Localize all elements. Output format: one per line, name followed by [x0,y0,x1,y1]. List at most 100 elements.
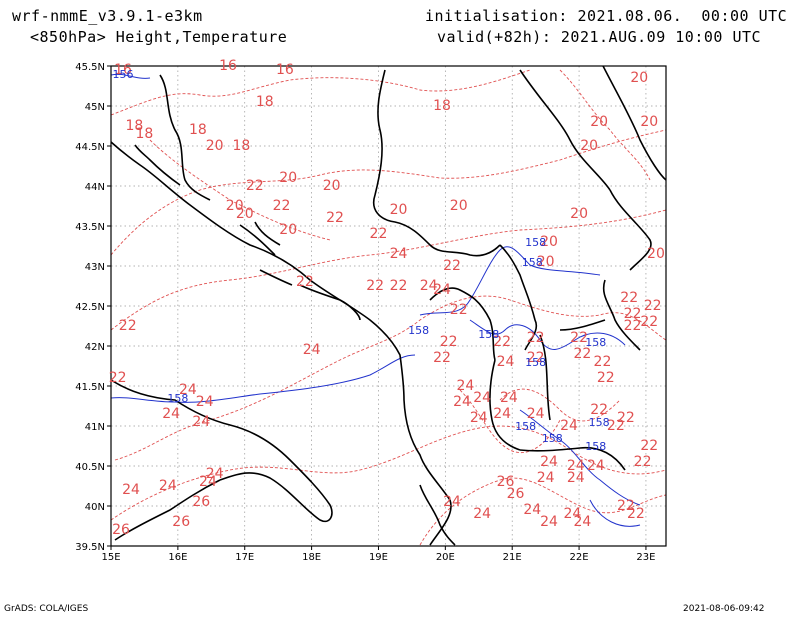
coastlines-borders [111,66,666,546]
temperature-label: 22 [527,350,545,366]
temperature-label: 24 [206,466,224,482]
temperature-label: 22 [493,334,511,350]
init-time: initialisation: 2021.08.06. 00:00 UTC [425,7,788,25]
temperature-label: 22 [273,198,291,214]
lat-tick-label: 42.5N [75,302,105,313]
temperature-label: 20 [279,222,297,238]
temperature-label: 22 [624,306,642,322]
temperature-label: 24 [567,458,585,474]
height-label: 158 [585,440,606,453]
axis-ticks: 15E 16E 17E 18E 19E 20E 21E 22E 23E 45.5N 45N 44.5N… [75,62,655,563]
temperature-label: 22 [617,410,635,426]
lat-tick-label: 41.5N [75,382,105,393]
temperature-label: 26 [507,486,525,502]
temperature-label: 22 [634,454,652,470]
temperature-label: 18 [256,94,274,110]
temperature-label: 20 [647,246,665,262]
lon-tick-label: 15E [101,552,120,563]
height-label: 158 [167,392,188,405]
temperature-label: 18 [189,122,207,138]
height-label: 158 [408,324,429,337]
temperature-label: 24 [563,506,581,522]
temperature-label: 20 [236,206,254,222]
temperature-label: 22 [607,418,625,434]
temperature-label: 24 [567,470,585,486]
lat-tick-label: 41N [85,422,105,433]
temperature-label: 24 [523,502,541,518]
temperature-label: 26 [192,494,210,510]
temperature-label: 18 [136,126,154,142]
temperature-label: 22 [296,274,314,290]
temperature-label: 20 [279,170,297,186]
temperature-label: 22 [443,258,461,274]
temperature-label: 22 [594,354,612,370]
temperature-label: 22 [450,302,468,318]
temperature-label: 20 [390,202,408,218]
temperature-label: 20 [450,198,468,214]
temperature-label: 24 [433,282,451,298]
temperature-label: 20 [590,114,608,130]
temperature-label: 22 [624,318,642,334]
temperature-label: 24 [540,454,558,470]
temperature-label: 24 [456,378,474,394]
temperature-label: 22 [620,290,638,306]
temperature-label: 22 [440,334,458,350]
temperature-label: 20 [580,138,598,154]
temperature-label: 20 [323,178,341,194]
temperature-label: 22 [390,278,408,294]
model-title: wrf-nmmE_v3.9.1-e3km [12,7,203,25]
temperature-label: 24 [540,514,558,530]
lat-tick-label: 44N [85,182,105,193]
temperature-label: 22 [574,346,592,362]
temperature-label: 24 [453,394,471,410]
temperature-label: 24 [122,482,140,498]
credit-text: GrADS: COLA/IGES [4,604,89,614]
field-description: <850hPa> Height,Temperature [30,28,288,46]
lat-tick-label: 43N [85,262,105,273]
lat-tick-label: 44.5N [75,142,105,153]
temperature-label: 16 [276,62,294,78]
temperature-label: 20 [570,206,588,222]
temperature-label: 24 [162,406,180,422]
lon-tick-label: 17E [235,552,254,563]
temperature-label: 24 [390,246,408,262]
height-label: 158 [585,336,606,349]
temperature-label: 24 [303,342,321,358]
temperature-label: 22 [617,498,635,514]
height-label: 158 [589,416,610,429]
lat-tick-label: 45.5N [75,62,105,73]
height-label: 158 [525,236,546,249]
temperature-label: 20 [226,198,244,214]
height-label: 158 [542,432,563,445]
temperature-label: 22 [640,438,658,454]
temperature-label: 24 [587,458,605,474]
lat-tick-label: 40.5N [75,462,105,473]
temperature-label: 18 [232,138,250,154]
temperature-label: 22 [326,210,344,226]
valid-time: valid(+82h): 2021.AUG.09 10:00 UTC [437,28,762,46]
temperature-label: 24 [192,414,210,430]
lon-tick-label: 18E [302,552,321,563]
temperature-label: 24 [473,390,491,406]
temperature-label: 20 [640,114,658,130]
temperature-label: 20 [540,234,558,250]
temperature-label: 24 [497,354,515,370]
temperature-label: 24 [527,406,545,422]
temperature-label: 22 [570,330,588,346]
temperature-label: 18 [433,98,451,114]
timestamp-text: 2021-08-06-09:42 [683,604,765,614]
temperature-label: 24 [199,474,217,490]
height-contours [111,73,641,527]
height-label: 156 [113,68,134,81]
lat-tick-label: 39.5N [75,542,105,553]
temperature-label: 22 [597,370,615,386]
temperature-label: 22 [590,402,608,418]
temperature-label: 24 [537,470,555,486]
lon-tick-label: 23E [636,552,655,563]
height-label: 158 [515,420,536,433]
temperature-label: 20 [630,70,648,86]
temperature-label: 24 [196,394,214,410]
temperature-label: 24 [159,478,177,494]
lat-tick-label: 43.5N [75,222,105,233]
